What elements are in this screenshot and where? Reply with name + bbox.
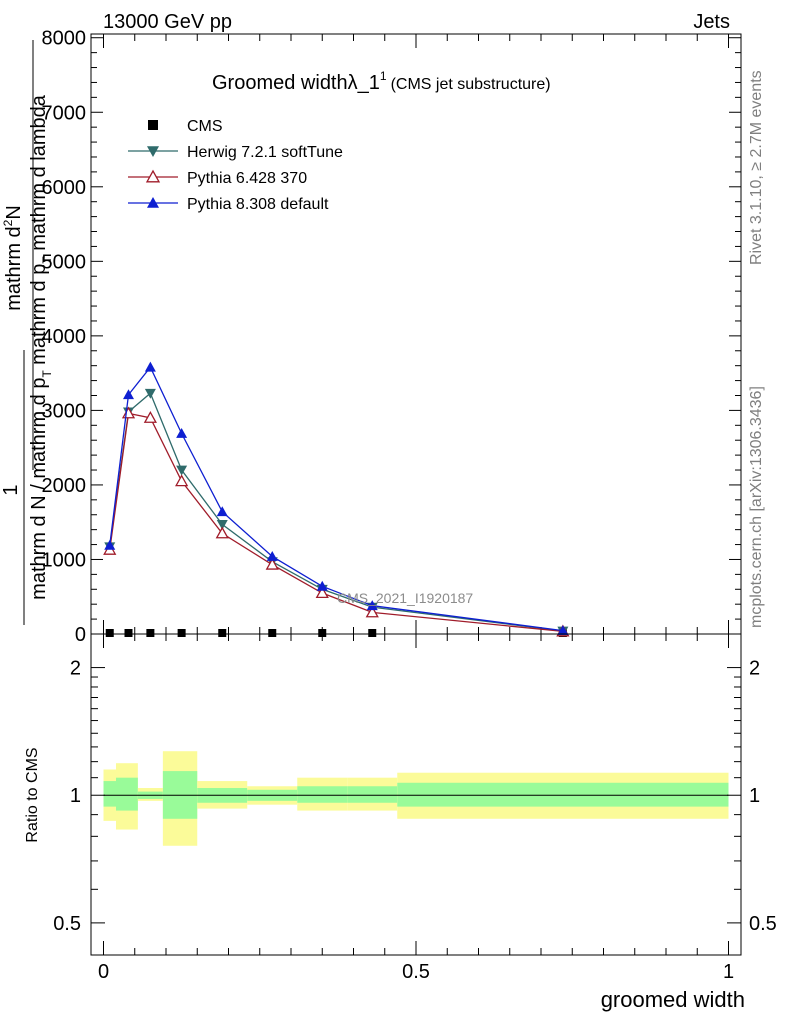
main-y-tick-label: 0 [75,624,86,646]
chart-title-main: Groomed widthλ_1 [212,72,380,94]
ratio-y-tick-label-right: 2 [749,658,760,680]
energy-label: 13000 GeV pp [103,11,232,33]
main-y-tick-label: 4000 [42,326,87,348]
main-plot-panel: 0 1000 2000 3000 4000 5000 6000 7000 8000 Groome… [42,28,742,646]
ratio-x-axis: 0 0.5 1 [98,634,734,983]
data-point [215,526,229,539]
ratio-bands [103,751,729,846]
main-y-tick-label: 6000 [42,177,87,199]
data-point [265,557,279,570]
ratio-y-axis: 0.5 0.5 1 1 2 2 [53,658,777,935]
data-point [177,629,186,637]
data-point [315,586,329,599]
data-point [175,474,189,487]
y-label-prefactor-denominator: mathrm d N / mathrm d pT [28,370,54,600]
legend-marker [147,197,159,208]
data-point [104,539,116,550]
legend-marker [145,169,161,183]
data-point [216,506,228,517]
main-y-tick-label: 2000 [42,475,87,497]
data-point [218,629,227,637]
ratio-y-tick-label-right: 0.5 [749,913,777,935]
data-point [105,629,114,637]
x-tick-label: 0.5 [402,961,430,983]
legend-entry: Herwig 7.2.1 softTune [128,144,343,161]
y-axis-label: mathrm d2N mathrm d pT mathrm d lambda 1… [0,40,54,625]
chart-title: Groomed widthλ_11 (CMS jet substructure) [212,69,551,94]
chart-subtitle: (CMS jet substructure) [391,76,551,93]
data-point [176,428,188,438]
legend-label: Pythia 6.428 370 [187,170,307,187]
main-y-tick-label: 3000 [42,400,87,422]
main-x-axis [103,34,729,634]
ratio-stat-uncertainty-band [116,777,138,811]
ratio-y-tick-label: 1 [70,785,81,807]
data-point [123,389,134,400]
data-point [143,411,157,423]
data-point [176,465,188,476]
ratio-y-tick-label: 0.5 [53,913,81,935]
ratio-y-tick-label-right: 1 [749,785,760,807]
data-point [318,629,327,637]
y-label-prefactor: 1 [0,484,22,495]
legend-entry: CMS [148,118,223,135]
ratio-stat-uncertainty-band [347,786,398,803]
legend-label: CMS [187,118,223,135]
data-point [266,550,278,561]
data-point [144,388,156,399]
data-point [268,629,277,637]
data-point [216,520,228,530]
series-layer [103,361,570,637]
x-axis-label: groomed width [601,987,745,1012]
analysis-label: CMS_2021_I1920187 [337,590,473,606]
series-cms [105,629,567,637]
data-point [316,580,328,591]
ratio-y-tick-label: 2 [70,658,81,680]
legend-label: Herwig 7.2.1 softTune [187,144,343,161]
main-y-tick-label: 8000 [42,28,87,50]
ratio-stat-uncertainty-band [297,786,348,803]
legend-marker [148,120,158,130]
x-tick-label: 1 [723,961,734,983]
data-point [557,625,569,636]
y-label-numerator: mathrm d2N [1,205,25,311]
legend-entry: Pythia 8.308 default [128,196,329,213]
main-y-tick-label: 1000 [42,549,87,571]
data-point [146,629,155,637]
ratio-plot-panel: 0.5 0.51 12 2 0 0.5 1 Ratio to CMS [24,633,777,983]
legend-marker [147,146,159,157]
chart-title-superscript: 1 [380,69,387,83]
legend-entry: Pythia 6.428 370 [128,169,307,187]
data-point [124,629,133,637]
ratio-stat-uncertainty-band [397,782,729,807]
main-y-axis: 0 1000 2000 3000 4000 5000 6000 7000 8000 [42,28,741,646]
data-point [368,629,377,637]
x-tick-label: 0 [98,961,109,983]
rivet-version-label: Rivet 3.1.10, ≥ 2.7M events [748,70,765,265]
data-point [144,361,156,372]
category-label: Jets [693,11,730,33]
legend-label: Pythia 8.308 default [187,196,329,213]
main-y-tick-label: 5000 [42,251,87,273]
legend: CMS Herwig 7.2.1 softTune Pythia 6.428 370… [128,118,343,213]
ratio-stat-uncertainty-band [103,781,116,807]
series-pythia-8-308-default [104,361,569,636]
y-label-denominator: mathrm d pT mathrm d lambda [28,94,54,365]
data-point [366,600,378,611]
ratio-y-label: Ratio to CMS [24,747,41,842]
data-point [365,605,379,618]
main-y-tick-label: 7000 [42,102,87,124]
mcplots-label: mcplots.cern.ch [arXiv:1306.3436] [748,386,765,628]
